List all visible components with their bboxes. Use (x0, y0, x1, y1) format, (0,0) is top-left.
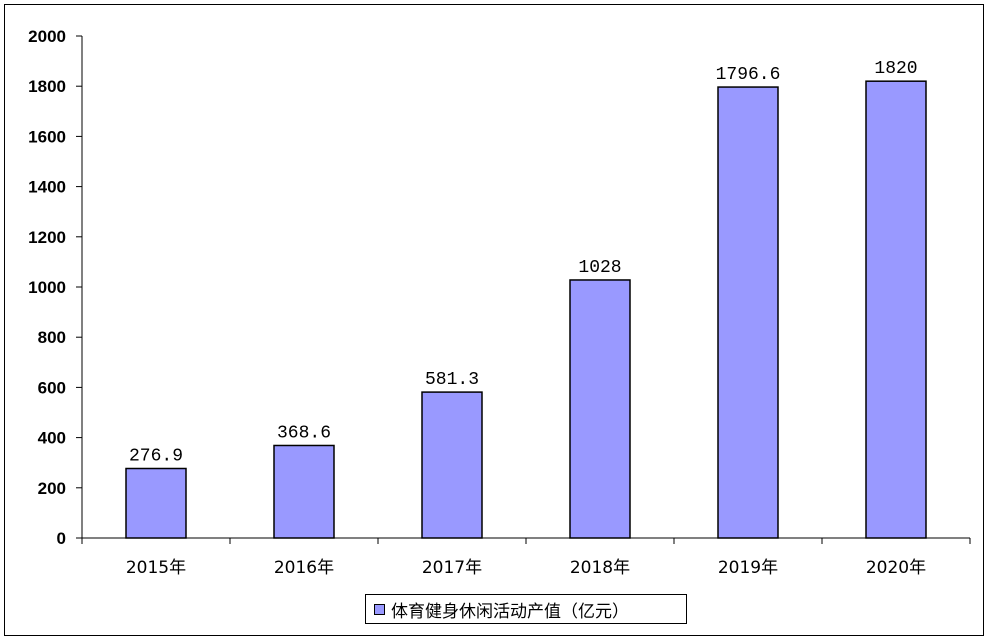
data-label: 1796.6 (716, 65, 781, 85)
y-tick-label: 0 (57, 529, 66, 548)
category-labels: 2015年 2016年 2017年 2018年 2019年 2020年 (126, 558, 926, 578)
data-label: 1028 (578, 258, 621, 278)
bar (717, 86, 779, 539)
bar (273, 444, 335, 539)
y-tick-label: 1800 (28, 77, 66, 96)
bar (865, 80, 927, 539)
axes (81, 36, 971, 544)
category-label: 2020年 (866, 558, 926, 578)
bar (421, 391, 483, 539)
legend-swatch (374, 603, 385, 615)
y-tick-label: 400 (38, 429, 66, 448)
y-tick-label: 800 (38, 328, 66, 347)
bar (569, 279, 631, 539)
data-label: 368.6 (277, 423, 331, 443)
bars (125, 80, 927, 539)
y-tick-label: 1200 (28, 228, 66, 247)
bar (125, 467, 187, 539)
legend-label: 体育健身休闲活动产值（亿元） (391, 601, 629, 622)
y-axis-ticks: 0 200 400 600 800 1000 1200 1400 1600 1800 2000 (28, 27, 82, 548)
category-label: 2018年 (570, 558, 630, 578)
category-label: 2015年 (126, 558, 186, 578)
legend: 体育健身休闲活动产值（亿元） (365, 594, 687, 624)
y-tick-label: 2000 (28, 27, 66, 46)
y-tick-label: 1400 (28, 178, 66, 197)
y-tick-label: 1600 (28, 127, 66, 146)
category-label: 2019年 (718, 558, 778, 578)
data-label: 276.9 (129, 446, 183, 466)
y-tick-label: 200 (38, 479, 66, 498)
data-label: 1820 (874, 59, 917, 79)
y-tick-label: 1000 (28, 278, 66, 297)
category-label: 2016年 (274, 558, 334, 578)
data-labels: 276.9 368.6 581.3 1028 1796.6 1820 (129, 59, 918, 466)
category-label: 2017年 (422, 558, 482, 578)
y-tick-label: 600 (38, 378, 66, 397)
data-label: 581.3 (425, 370, 479, 390)
